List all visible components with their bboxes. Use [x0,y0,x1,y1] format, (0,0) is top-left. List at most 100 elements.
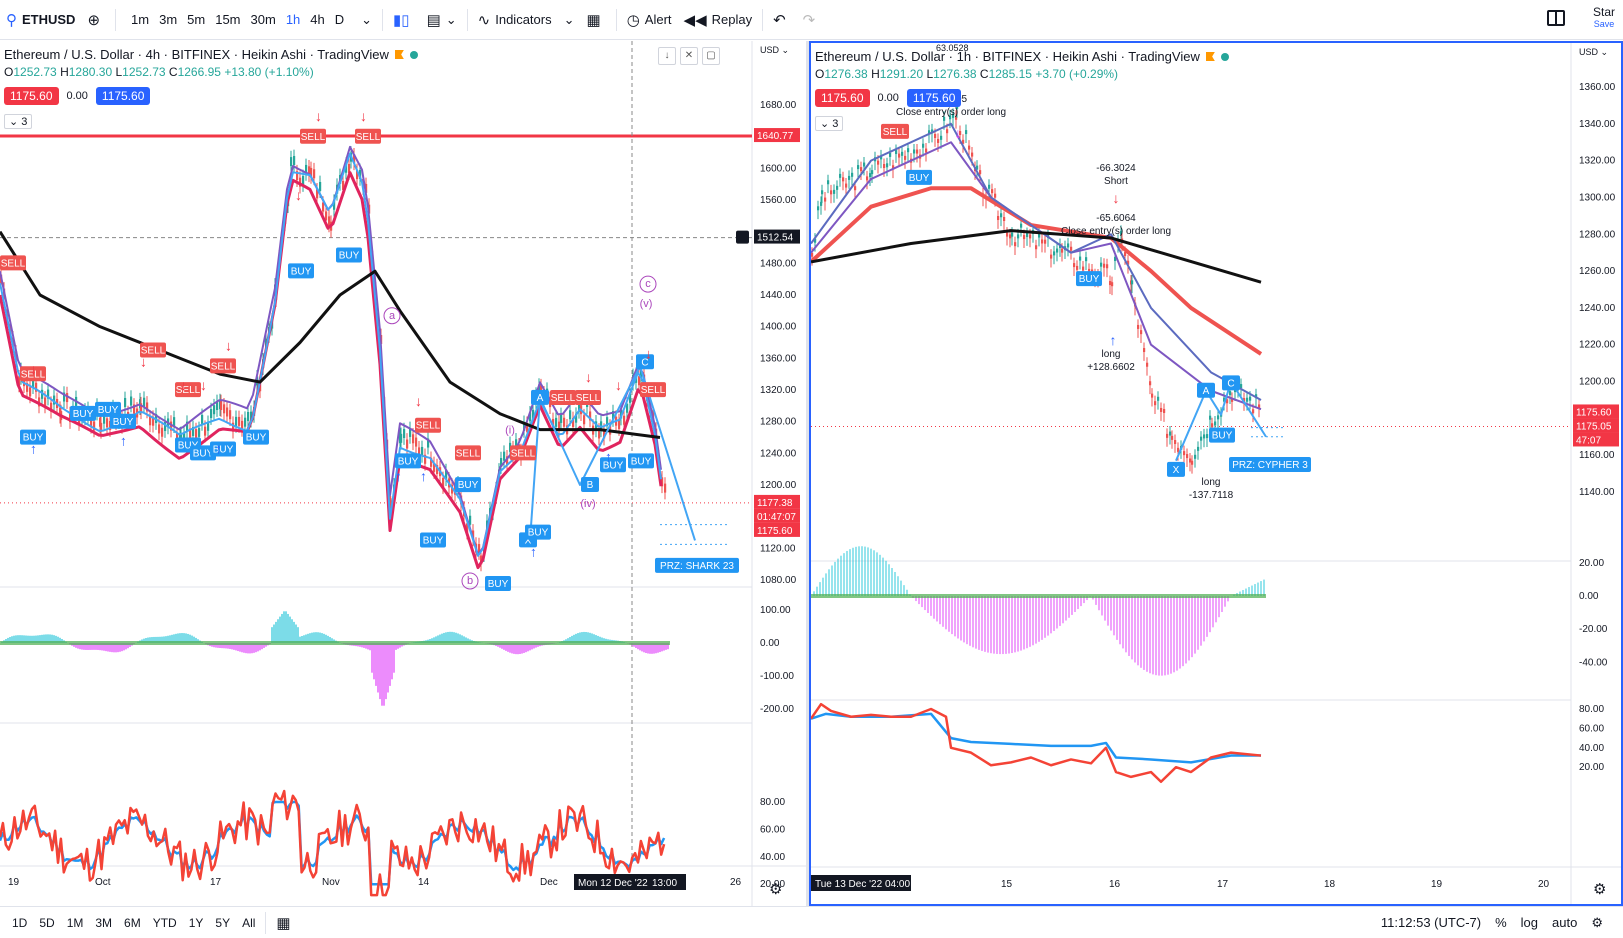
prz-label-bg [1229,457,1311,473]
interval-1h[interactable]: 1h [285,12,301,27]
candle-body [1038,233,1041,238]
replay-button[interactable]: ◀◀ Replay [678,5,759,35]
price-tick: 1680.00 [760,100,797,111]
save-button[interactable]: Star Save [1593,6,1615,30]
collapse-pane-button[interactable]: ✕ [680,47,698,65]
candle-body [1124,252,1127,257]
search-icon: ⚲ [6,11,17,29]
range-1m[interactable]: 1M [66,915,84,930]
range-1y[interactable]: 1Y [188,915,204,930]
chart-pane-left[interactable]: USD ⌄ 1680.00 1600.00 1560.00 1480.00 1440.00… [0,41,806,906]
candle-body [1163,408,1166,413]
maximize-pane-button[interactable]: ▢ [702,47,720,65]
candle-body [1189,458,1192,463]
alert-button[interactable]: ◷ Alert [621,5,678,35]
candle-body [572,417,575,427]
redo-button[interactable]: ↷ [797,5,827,35]
symbol-search[interactable]: ⚲ ETHUSD [0,5,81,35]
chart-canvas-right[interactable]: USD ⌄ 1360.00 1340.00 1320.00 1300.00 1280.00… [811,43,1621,904]
templates-button[interactable]: ▦ [581,5,612,35]
range-all[interactable]: All [242,915,256,930]
gear-icon[interactable]: ⚙ [1593,881,1607,898]
collapse-indicators-button[interactable]: ⌄ 3 [815,116,844,131]
candle-body [313,169,316,179]
range-5d[interactable]: 5D [39,915,55,930]
move-down-button[interactable]: ↓ [658,47,676,65]
countdown-label-bg [1573,432,1619,447]
interval-3m[interactable]: 3m [159,12,178,27]
interval-1m[interactable]: 1m [131,12,150,27]
interval-dropdown[interactable]: ⌄ [355,5,378,35]
countdown-label: 47:07 [1576,435,1601,446]
percent-toggle[interactable]: % [1495,915,1507,930]
range-3m[interactable]: 3M [95,915,113,930]
sell-price-tag[interactable]: 1175.60 [4,87,59,105]
chart-legend: Ethereum / U.S. Dollar · 1h · BITFINEX ·… [815,49,1229,64]
candle-body [415,437,418,447]
indicators-button[interactable]: ∿ Indicators ⌄ [472,5,581,35]
divider [382,8,384,31]
compare-button[interactable]: ⊕ [81,5,111,35]
time-tick: 26 [730,877,742,888]
flag-icon[interactable] [394,50,404,59]
gear-icon[interactable]: ⚙ [769,881,783,898]
candle-body [1056,248,1059,253]
oscillator-tick: -40.00 [1579,657,1608,668]
candle-body [353,154,356,164]
candle-body [1041,239,1044,244]
interval-5m[interactable]: 5m [187,12,206,27]
auto-toggle[interactable]: auto [1552,915,1578,930]
buy-signal: BUY [113,417,134,428]
candle-body [598,429,601,439]
buy-signal-bg [395,453,421,469]
candle-body [994,193,997,198]
candle-body [32,378,35,388]
clock[interactable]: 11:12:53 (UTC-7) [1380,915,1482,930]
flag-icon[interactable] [1205,52,1215,61]
candle-body [226,407,229,417]
layout-icon[interactable] [1547,10,1565,26]
chart-type-button[interactable]: ▤ ⌄ [421,5,463,35]
sell-signal: SELL [641,385,666,396]
buy-price-tag[interactable]: 1175.60 [906,89,962,107]
range-6m[interactable]: 6M [124,915,141,930]
candle-body [1088,268,1091,273]
interval-D[interactable]: D [334,12,345,27]
candle-body [322,202,325,212]
candle-body [1157,396,1160,401]
interval-15m[interactable]: 15m [215,12,241,27]
range-1d[interactable]: 1D [12,915,28,930]
chart-pane-right[interactable]: USD ⌄ 1360.00 1340.00 1320.00 1300.00 1280.00… [809,41,1623,906]
buy-signal: BUY [98,405,119,416]
buy-signal-bg [210,441,236,457]
range-ytd[interactable]: YTD [152,915,177,930]
buy-price-tag[interactable]: 1175.60 [95,87,151,105]
candle-body [1171,435,1174,440]
sell-price-tag[interactable]: 1175.60 [815,89,870,107]
log-toggle[interactable]: log [1520,915,1539,930]
candle-body [418,447,421,457]
candle-body [811,252,814,257]
wave-circle [383,307,401,325]
goto-date-button[interactable]: ▦ [270,908,301,938]
bar-style-button[interactable]: ▮▯ [387,5,421,35]
candle-body [883,164,886,169]
pane-divider[interactable] [806,41,809,906]
collapse-indicators-button[interactable]: ⌄ 3 [4,114,33,129]
undo-button[interactable]: ↶ [767,5,797,35]
candle-body [880,155,883,160]
chart-canvas-left[interactable]: USD ⌄1680.001600.001560.001480.001440.00… [0,41,806,906]
divider [466,8,468,31]
candle-body [247,412,250,422]
rsi-tick: 20.00 [760,879,785,890]
range-5y[interactable]: 5Y [215,915,231,930]
interval-30m[interactable]: 30m [250,12,276,27]
candle-body [348,164,351,174]
order-tags: 1175.60 0.00 1175.60 [815,89,962,107]
buy-signal: BUY [631,456,652,467]
interval-4h[interactable]: 4h [310,12,325,27]
settings-icon[interactable]: ⚙ [1591,915,1603,930]
candle-body [1109,281,1112,286]
buy-signal-bg [525,524,551,540]
candle-body [661,477,664,487]
